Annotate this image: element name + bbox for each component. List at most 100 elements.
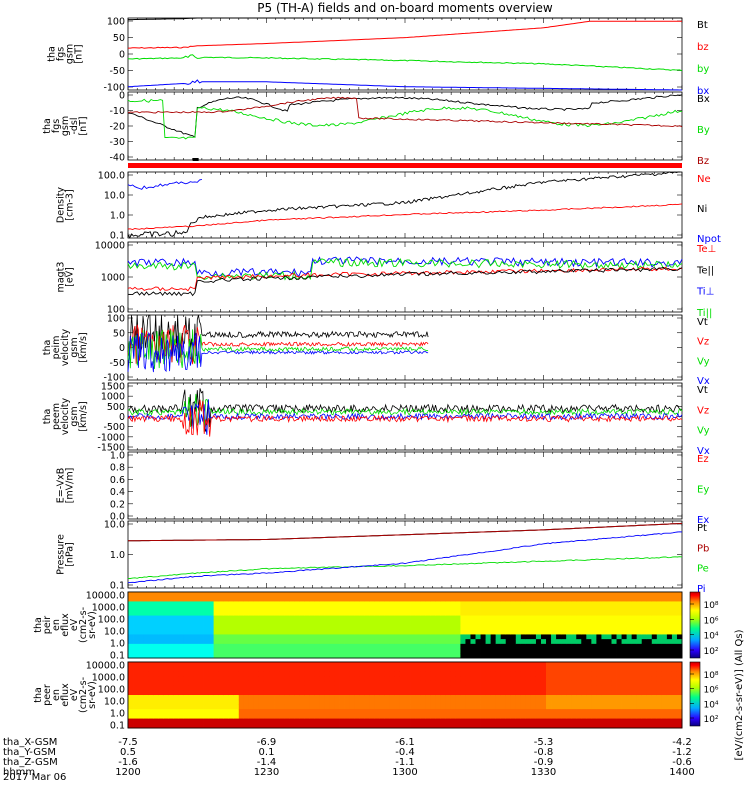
spectrogram-cell [198,713,204,719]
spectrogram-cell [626,690,633,696]
spectrogram-cell [435,685,441,691]
spectrogram-cell [500,676,507,682]
spectrogram-cell [148,643,154,649]
spectrogram-cell [153,713,159,719]
spectrogram-cell [153,610,159,616]
spectrogram-cell [576,625,582,631]
x-axis-value: 1300 [392,767,417,778]
spectrogram-cell [450,643,456,649]
spectrogram-cell [223,671,230,677]
spectrogram-cell [631,610,638,616]
spectrogram-cell [178,666,184,672]
spectrogram-cell [546,601,552,607]
spectrogram-cell [319,713,325,719]
spectrogram-cell [636,639,643,645]
spectrogram-cell [405,723,411,729]
spectrogram-cell [646,671,653,677]
spectrogram-cell [440,680,446,686]
spectrogram-cell [344,723,350,729]
spectrogram-cell [369,625,376,631]
spectrogram-cell [525,685,532,691]
spectrogram-cell [314,676,320,682]
spectrogram-cell [263,671,270,677]
spectrogram-cell [233,671,240,677]
spectrogram-cell [354,709,361,715]
spectrogram-cell [525,648,532,654]
spectrogram-cell [399,713,406,719]
spectrogram-cell [248,629,255,635]
spectrogram-cell [420,592,426,598]
spectrogram-cell [143,596,149,602]
spectrogram-cell [465,596,471,602]
spectrogram-cell [314,713,320,719]
spectrogram-cell [641,704,648,710]
spectrogram-cell [133,615,139,621]
spectrogram-cell [470,723,476,729]
spectrogram-cell [676,601,683,607]
spectrogram-cell [374,718,381,724]
spectrogram-cell [233,634,240,640]
spectrogram-cell [505,620,512,626]
spectrogram-cell [576,695,582,701]
spectrogram-cell [641,666,648,672]
spectrogram-cell [530,662,537,668]
spectrogram-cell [223,639,230,645]
spectrogram-cell [450,723,456,729]
spectrogram-cell [324,680,330,686]
spectrogram-cell [515,685,522,691]
spectrogram-cell [445,639,451,645]
spectrogram-cell [228,629,235,635]
spectrogram-cell [606,699,612,705]
spectrogram-cell [540,699,547,705]
spectrogram-cell [349,676,356,682]
spectrogram-cell [495,685,502,691]
spectrogram-cell [153,709,159,715]
spectrogram-cell [566,685,572,691]
spectrogram-cell [233,625,240,631]
spectrogram-cell [651,671,658,677]
spectrogram-cell [641,592,648,598]
spectrogram-cell [480,620,486,626]
spectrogram-cell [279,610,285,616]
spectrogram-cell [621,704,627,710]
spectrogram-cell [515,671,522,677]
series-line [127,388,683,432]
spectrogram-cell [223,620,230,626]
spectrogram-cell [178,709,184,715]
spectrogram-cell [364,601,371,607]
spectrogram-cell [384,606,391,612]
spectrogram-cell [364,690,371,696]
spectrogram-cell [133,680,139,686]
spectrogram-cell [535,639,542,645]
spectrogram-cell [364,615,371,621]
spectrogram-cell [571,723,577,729]
spectrogram-cell [465,713,471,719]
spectrogram-cell [263,680,270,686]
spectrogram-cell [208,704,215,710]
spectrogram-cell [193,606,199,612]
x-axis-value: 1230 [254,767,279,778]
spectrogram-cell [344,592,350,598]
spectrogram-cell [405,709,411,715]
spectrogram-cell [480,676,486,682]
spectrogram-cell [540,629,547,635]
spectrogram-cell [566,592,572,598]
spectrogram-cell [561,648,567,654]
spectrogram-cell [394,648,401,654]
spectrogram-cell [158,620,164,626]
spectrogram-cell [475,648,481,654]
spectrogram-cell [384,671,391,677]
spectrogram-cell [253,625,260,631]
spectrogram-cell [324,676,330,682]
spectrogram-cell [294,653,300,659]
spectrogram-cell [329,653,335,659]
spectrogram-cell [138,713,144,719]
spectrogram-cell [661,639,668,645]
spectrogram-cell [480,601,486,607]
spectrogram-cell [133,671,139,677]
spectrogram-cell [168,639,174,645]
spectrogram-cell [666,704,673,710]
y-tick-label: 10.0 [104,697,125,708]
spectrogram-cell [349,723,356,729]
